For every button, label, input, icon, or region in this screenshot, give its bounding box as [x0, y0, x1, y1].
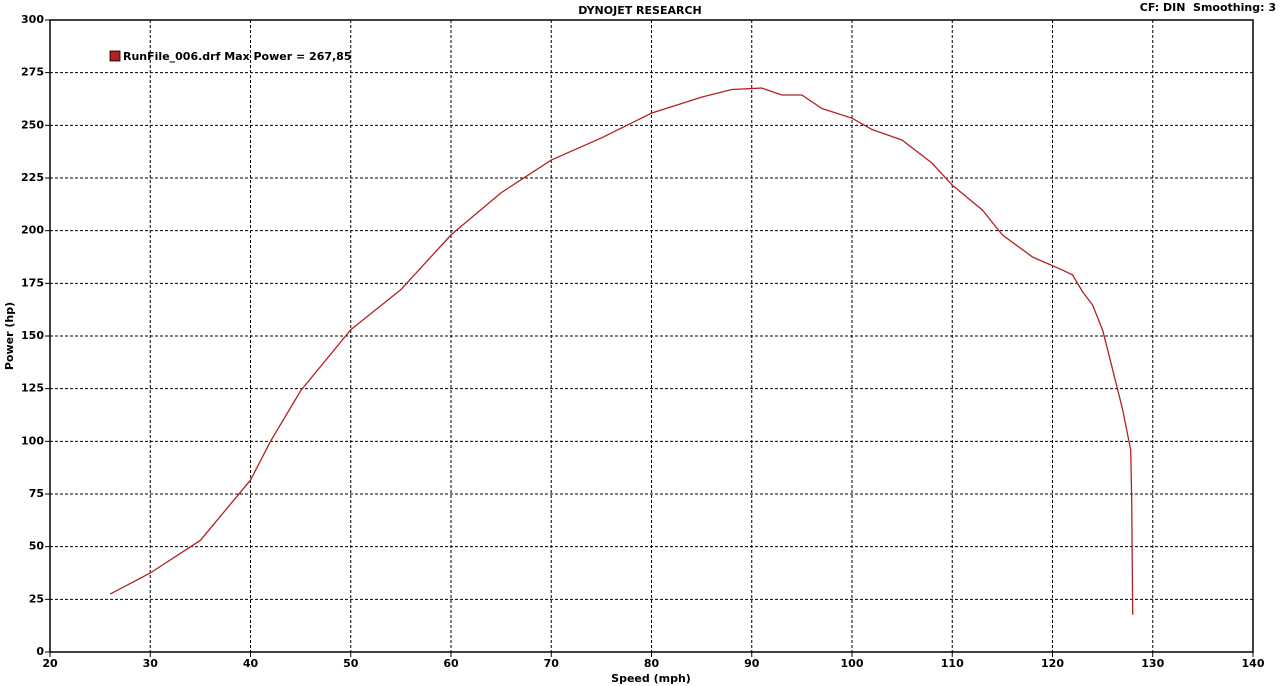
y-tick-label: 300	[21, 13, 44, 26]
x-tick-label: 60	[443, 657, 459, 670]
x-tick-label: 40	[243, 657, 259, 670]
y-tick-label: 250	[21, 118, 44, 131]
y-tick-label: 100	[21, 434, 44, 447]
y-tick-label: 50	[29, 540, 45, 553]
chart-title: DYNOJET RESEARCH	[578, 4, 701, 17]
settings-annotation: CF: DIN Smoothing: 3	[1140, 1, 1276, 14]
plot-frame	[49, 19, 1254, 653]
y-tick-label: 125	[21, 382, 44, 395]
y-tick-label: 200	[21, 224, 44, 237]
x-tick-label: 90	[744, 657, 760, 670]
y-tick-label: 25	[29, 592, 44, 605]
x-tick-label: 50	[343, 657, 359, 670]
y-tick-label: 225	[21, 171, 44, 184]
x-tick-label: 30	[143, 657, 159, 670]
y-tick-label: 175	[21, 276, 44, 289]
legend-label: RunFile_006.drf Max Power = 267,85	[123, 50, 352, 63]
y-tick-label: 75	[29, 487, 44, 500]
power-line	[109, 87, 1134, 615]
x-tick-label: 130	[1141, 657, 1164, 670]
y-tick-label: 275	[21, 66, 44, 79]
y-tick-label: 0	[36, 645, 44, 658]
x-tick-label: 70	[544, 657, 560, 670]
x-tick-label: 110	[941, 657, 964, 670]
x-tick-label: 120	[1041, 657, 1064, 670]
y-axis-label: Power (hp)	[3, 302, 16, 370]
y-tick-label: 150	[21, 329, 44, 342]
legend-swatch	[109, 50, 121, 62]
x-tick-label: 140	[1242, 657, 1265, 670]
x-tick-label: 100	[841, 657, 864, 670]
x-tick-label: 80	[644, 657, 660, 670]
x-axis-label: Speed (mph)	[611, 672, 691, 685]
x-tick-label: 20	[42, 657, 58, 670]
